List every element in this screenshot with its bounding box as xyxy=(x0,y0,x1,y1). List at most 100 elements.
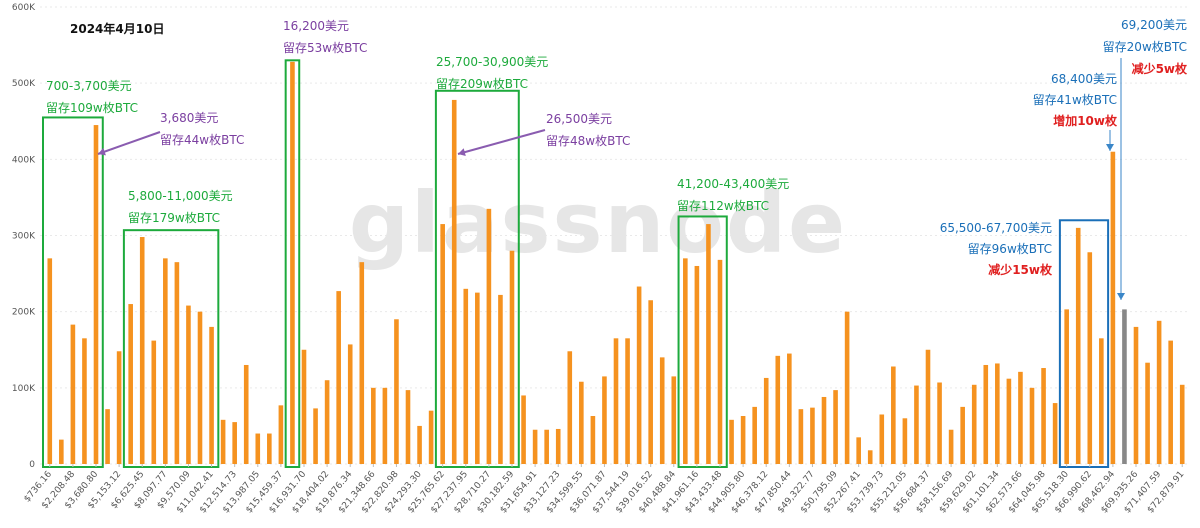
bar xyxy=(821,396,827,464)
bar xyxy=(405,390,411,464)
bar xyxy=(186,305,191,464)
arrow-head xyxy=(458,148,466,156)
annotation-text: 65,500-67,700美元 xyxy=(940,221,1052,235)
annotation-text: 留存20w枚BTC xyxy=(1103,39,1187,54)
bar xyxy=(163,258,168,464)
bar xyxy=(440,224,445,464)
chart-title: 2024年4月10日 xyxy=(70,21,164,36)
bar xyxy=(891,366,896,464)
arrow-head xyxy=(98,147,106,156)
watermark: glassnode xyxy=(349,174,847,272)
annotation-text: 留存112w枚BTC xyxy=(677,198,769,213)
bar xyxy=(752,406,757,465)
bar xyxy=(833,390,838,464)
bar xyxy=(509,250,515,464)
bar xyxy=(636,286,642,464)
bar xyxy=(1018,371,1023,464)
y-tick-label: 0 xyxy=(29,460,35,470)
bar xyxy=(659,357,665,464)
bar xyxy=(347,344,353,464)
bar xyxy=(694,265,700,464)
bar xyxy=(1179,384,1185,464)
bar xyxy=(1087,252,1093,464)
bar xyxy=(856,437,861,464)
annotation-arrow xyxy=(97,131,161,155)
bar xyxy=(82,338,87,464)
bar xyxy=(521,395,526,464)
annotation-text: 16,200美元 xyxy=(283,19,349,33)
bar xyxy=(243,364,249,464)
y-tick-label: 500K xyxy=(12,79,36,89)
bar xyxy=(498,294,503,464)
y-tick-label: 600K xyxy=(12,3,36,13)
bar xyxy=(359,262,365,464)
y-tick-label: 300K xyxy=(12,232,36,242)
bar xyxy=(1133,326,1139,464)
annotation-text: 减少15w枚 xyxy=(988,262,1053,277)
bar xyxy=(59,439,64,464)
bar xyxy=(613,338,619,464)
bar xyxy=(197,311,203,464)
annotation-text: 增加10w枚 xyxy=(1053,113,1118,128)
bar xyxy=(717,259,723,464)
bar xyxy=(844,311,850,464)
bar xyxy=(486,208,492,464)
bar xyxy=(810,407,815,464)
bar xyxy=(948,429,954,464)
bar xyxy=(1168,340,1173,464)
bar xyxy=(555,428,561,464)
highlight-boxes xyxy=(42,59,1110,468)
bar xyxy=(128,304,133,464)
bar xyxy=(463,288,469,464)
bar xyxy=(105,409,110,464)
bar xyxy=(683,258,688,464)
annotation-text: 3,680美元 xyxy=(160,111,218,125)
bar xyxy=(232,422,237,464)
highlight-box xyxy=(1058,219,1110,468)
bar xyxy=(151,340,157,464)
bar xyxy=(567,351,573,464)
annotation-text: 留存96w枚BTC xyxy=(968,241,1052,256)
bar xyxy=(960,406,965,465)
bar xyxy=(775,355,781,464)
bar xyxy=(1145,362,1150,464)
annotation-text: 68,400美元 xyxy=(1051,72,1117,86)
bar xyxy=(798,409,804,464)
annotation-arrows xyxy=(97,58,1125,300)
bar xyxy=(1041,368,1046,464)
bar xyxy=(1006,378,1012,464)
bar xyxy=(116,351,122,464)
bar xyxy=(925,349,931,464)
annotation-text: 留存53w枚BTC xyxy=(283,40,367,55)
arrow-head xyxy=(1117,293,1125,300)
highlight-box xyxy=(434,89,520,468)
bar xyxy=(1122,309,1127,464)
bar xyxy=(220,419,226,464)
bar xyxy=(648,300,653,464)
bar xyxy=(1156,320,1162,464)
bar xyxy=(394,319,399,464)
bar xyxy=(879,414,885,464)
bar xyxy=(313,408,318,464)
bar xyxy=(451,99,457,465)
annotation-text: 700-3,700美元 xyxy=(46,79,132,93)
bar xyxy=(47,258,53,464)
bar xyxy=(590,416,596,464)
bar xyxy=(763,377,769,464)
bar xyxy=(382,387,388,464)
bar xyxy=(1052,403,1058,464)
bar xyxy=(417,425,422,464)
bar xyxy=(290,61,295,465)
highlight-box xyxy=(284,59,301,468)
bar xyxy=(740,416,746,464)
bar xyxy=(1110,151,1116,464)
y-tick-label: 400K xyxy=(12,155,36,165)
bar xyxy=(267,433,272,464)
bar xyxy=(255,433,261,464)
bar xyxy=(278,405,284,464)
bar xyxy=(971,384,977,464)
annotation-text: 留存48w枚BTC xyxy=(546,133,630,148)
bar xyxy=(995,363,1000,464)
bar xyxy=(428,410,434,464)
